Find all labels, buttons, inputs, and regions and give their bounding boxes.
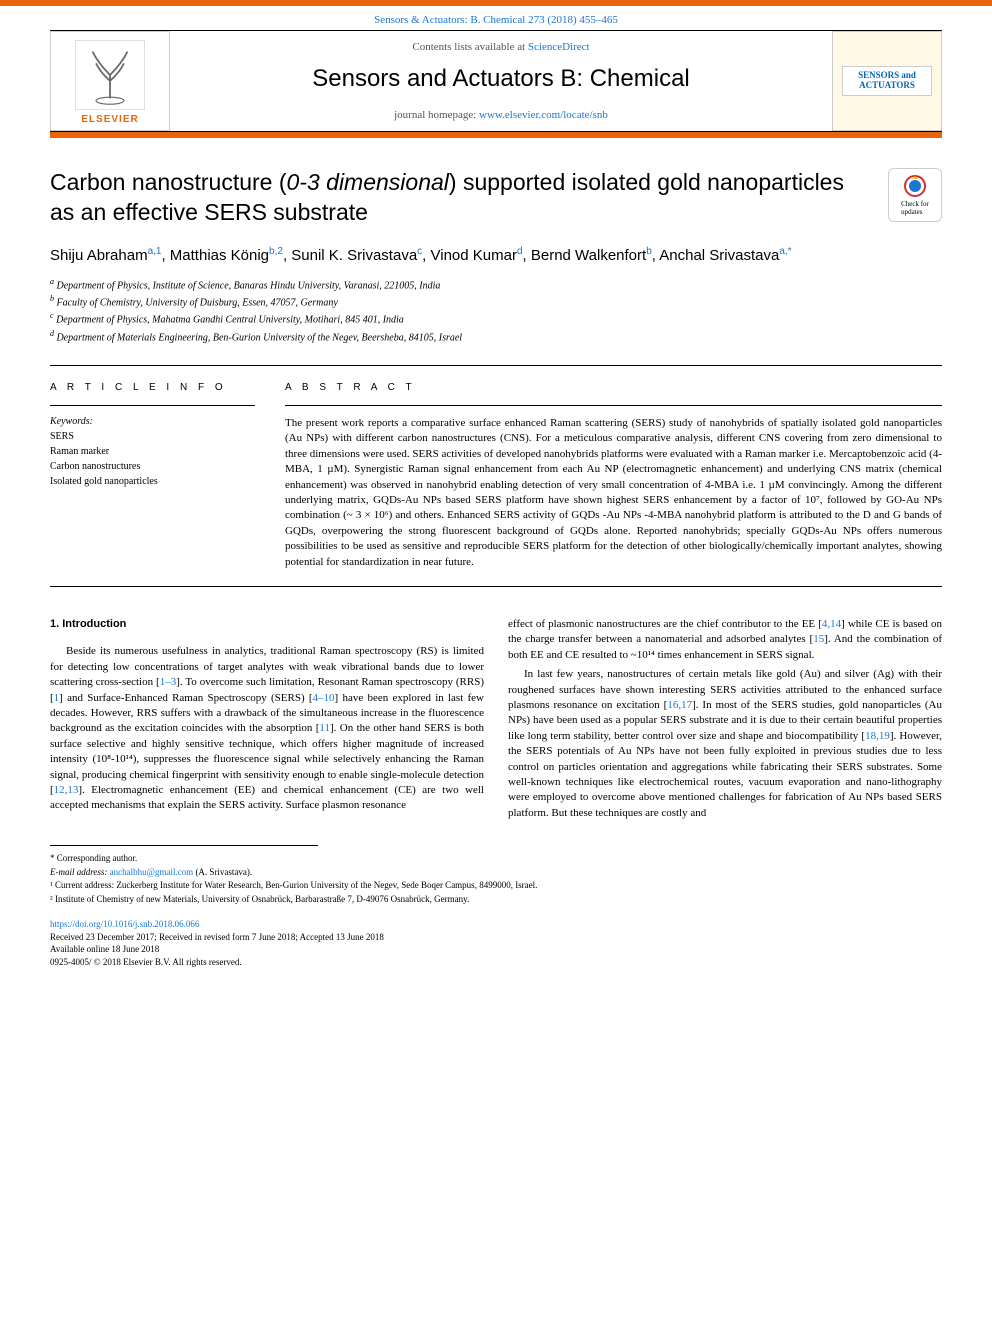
footnote-1: ¹ Current address: Zuckerberg Institute … — [50, 879, 942, 893]
authors-line: Shiju Abrahama,1, Matthias Königb,2, Sun… — [50, 246, 942, 264]
elsevier-wordmark: ELSEVIER — [81, 114, 138, 125]
divider — [50, 405, 255, 406]
keywords-list: SERSRaman markerCarbon nanostructuresIso… — [50, 429, 255, 489]
divider-top — [50, 365, 942, 366]
main-content: Carbon nanostructure (0-3 dimensional) s… — [0, 138, 992, 968]
abstract-heading: A B S T R A C T — [285, 382, 942, 393]
article-info-heading: A R T I C L E I N F O — [50, 382, 255, 393]
footnote-2: ² Institute of Chemistry of new Material… — [50, 893, 942, 907]
elsevier-tree-icon — [75, 40, 145, 110]
author-email-link[interactable]: anchalbhu@gmail.com — [110, 867, 194, 877]
body-col-right: effect of plasmonic nanostructures are t… — [508, 617, 942, 825]
footnotes: * Corresponding author. E-mail address: … — [50, 852, 942, 906]
journal-name: Sensors and Actuators B: Chemical — [312, 65, 690, 93]
article-info-col: A R T I C L E I N F O Keywords: SERSRama… — [50, 382, 255, 570]
header-center: Contents lists available at ScienceDirec… — [170, 31, 832, 131]
received-line: Received 23 December 2017; Received in r… — [50, 931, 942, 944]
body-paragraph: In last few years, nanostructures of cer… — [508, 667, 942, 821]
copyright-line: 0925-4005/ © 2018 Elsevier B.V. All righ… — [50, 956, 942, 969]
journal-homepage-link[interactable]: www.elsevier.com/locate/snb — [479, 109, 608, 121]
abstract-text: The present work reports a comparative s… — [285, 416, 942, 570]
journal-homepage: journal homepage: www.elsevier.com/locat… — [394, 109, 608, 121]
journal-cover-thumb: SENSORS and ACTUATORS — [832, 31, 942, 131]
cover-badge: SENSORS and ACTUATORS — [842, 66, 932, 96]
doi-block: https://doi.org/10.1016/j.snb.2018.06.06… — [50, 918, 942, 968]
intro-heading: 1. Introduction — [50, 617, 484, 632]
check-updates-icon — [903, 174, 927, 198]
body-columns: 1. Introduction Beside its numerous usef… — [50, 617, 942, 825]
doi-link[interactable]: https://doi.org/10.1016/j.snb.2018.06.06… — [50, 919, 199, 929]
divider — [285, 405, 942, 406]
check-updates-badge[interactable]: Check forupdates — [888, 168, 942, 222]
title-row: Carbon nanostructure (0-3 dimensional) s… — [50, 168, 942, 246]
publisher-logo-box: ELSEVIER — [50, 31, 170, 131]
header-box: ELSEVIER Contents lists available at Sci… — [50, 30, 942, 132]
sciencedirect-link[interactable]: ScienceDirect — [528, 41, 590, 53]
abstract-col: A B S T R A C T The present work reports… — [285, 382, 942, 570]
article-title: Carbon nanostructure (0-3 dimensional) s… — [50, 168, 868, 228]
corresponding-author: * Corresponding author. — [50, 852, 942, 866]
body-col-left: 1. Introduction Beside its numerous usef… — [50, 617, 484, 825]
email-line: E-mail address: anchalbhu@gmail.com (A. … — [50, 866, 942, 880]
footnotes-rule — [50, 845, 318, 852]
keywords-label: Keywords: — [50, 416, 255, 427]
body-paragraph: Beside its numerous usefulness in analyt… — [50, 644, 484, 813]
info-abstract-row: A R T I C L E I N F O Keywords: SERSRama… — [50, 382, 942, 570]
available-line: Available online 18 June 2018 — [50, 943, 942, 956]
body-paragraph: effect of plasmonic nanostructures are t… — [508, 617, 942, 663]
divider-bottom — [50, 586, 942, 587]
affiliations: a Department of Physics, Institute of Sc… — [50, 276, 942, 345]
sciencedirect-line: Contents lists available at ScienceDirec… — [412, 41, 589, 53]
header-citation-link[interactable]: Sensors & Actuators: B. Chemical 273 (20… — [0, 6, 992, 30]
